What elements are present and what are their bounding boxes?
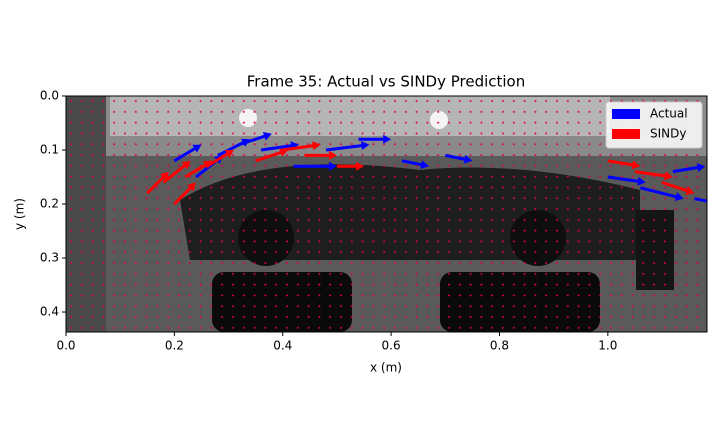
legend-label: SINDy [650, 127, 686, 141]
arrow [607, 159, 641, 170]
x-tick-label: 0.0 [56, 339, 75, 353]
arrows [146, 132, 707, 206]
arrow [336, 161, 365, 171]
arrow [260, 141, 299, 152]
x-tick-label: 0.6 [382, 339, 401, 353]
arrow [639, 186, 684, 202]
arrow [694, 197, 707, 203]
y-tick-label: 0.3 [40, 251, 59, 265]
arrow [173, 144, 202, 163]
x-tick-label: 0.8 [490, 339, 509, 353]
arrow [293, 161, 337, 171]
arrow [282, 141, 321, 152]
arrow [173, 182, 197, 206]
y-tick-label: 0.0 [40, 89, 59, 103]
background-image [66, 96, 707, 332]
arrow [162, 160, 191, 184]
x-tick-label: 1.0 [598, 339, 617, 353]
arrow [358, 134, 392, 144]
y-axis-label: y (m) [13, 198, 27, 230]
y-tick-label: 0.4 [40, 305, 59, 319]
arrow [255, 148, 289, 163]
x-tick-label: 0.4 [273, 339, 292, 353]
arrow [661, 180, 695, 195]
chart-title: Frame 35: Actual vs SINDy Prediction [247, 73, 526, 91]
arrow [146, 171, 169, 195]
legend-swatch [612, 109, 640, 119]
arrow [206, 150, 234, 168]
arrow [184, 160, 213, 179]
x-axis-label: x (m) [370, 361, 402, 375]
legend-label: Actual [650, 107, 688, 121]
arrow [401, 159, 430, 170]
x-tick-label: 0.2 [165, 339, 184, 353]
y-tick-label: 0.2 [40, 197, 59, 211]
legend-swatch [612, 129, 640, 139]
legend: Actual SINDy [605, 101, 703, 149]
arrow [444, 153, 473, 164]
y-tick-label: 0.1 [40, 143, 59, 157]
arrow [325, 141, 370, 152]
arrow [304, 150, 337, 160]
arrow [607, 175, 646, 186]
arrow [634, 170, 673, 181]
arrow [238, 132, 272, 147]
plot-frame [65, 95, 708, 333]
arrow [672, 163, 706, 174]
